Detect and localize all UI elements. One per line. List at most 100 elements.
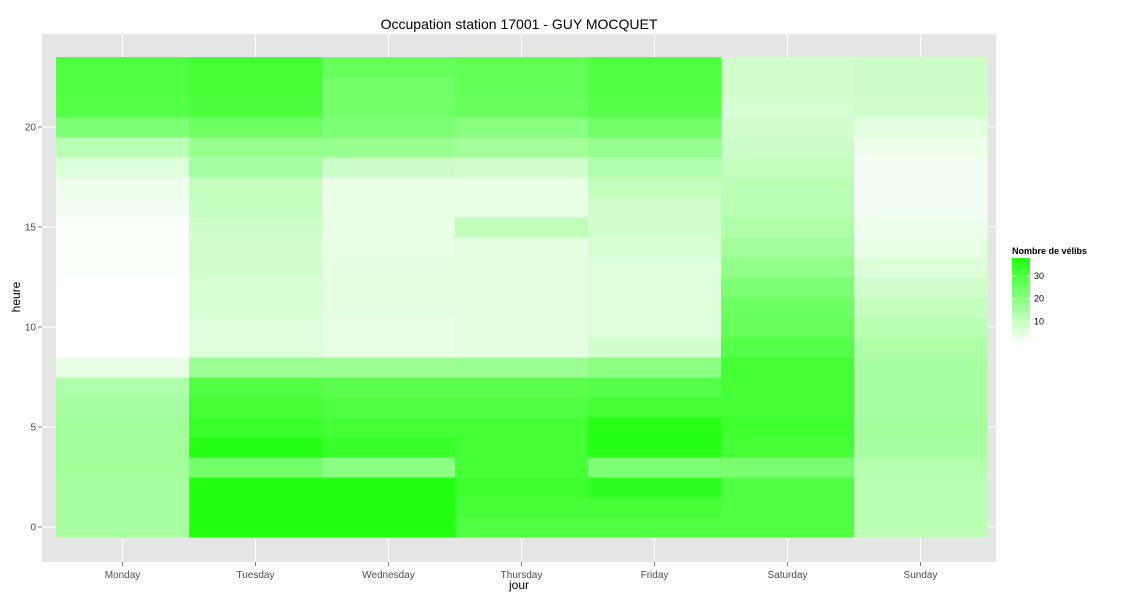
x-tick-label: Wednesday: [362, 570, 415, 581]
heatmap-cell: [56, 217, 190, 238]
heatmap-cell: [189, 297, 323, 318]
heatmap-cell: [455, 117, 589, 138]
legend-gradient-step: [1012, 290, 1030, 293]
heatmap-cell: [56, 377, 190, 398]
legend-tick-label: 30: [1034, 271, 1044, 281]
heatmap-cell: [322, 277, 456, 298]
heatmap-cell: [588, 337, 722, 358]
legend-gradient-step: [1012, 320, 1030, 324]
heatmap-cell: [721, 417, 855, 438]
heatmap-cell: [588, 477, 722, 498]
legend-gradient-step: [1012, 279, 1030, 283]
heatmap-cell: [721, 237, 855, 258]
heatmap-cell: [322, 477, 456, 498]
heatmap-cell: [56, 437, 190, 458]
heatmap-cell: [721, 477, 855, 498]
x-tick-label: Monday: [105, 570, 141, 581]
heatmap-cell: [455, 277, 589, 298]
legend-gradient-step: [1012, 296, 1030, 300]
heatmap-cell: [854, 377, 988, 398]
heatmap-cell: [588, 317, 722, 338]
heatmap-cell: [721, 397, 855, 418]
heatmap-cell: [189, 197, 323, 218]
heatmap-cell: [455, 257, 589, 278]
heatmap-cell: [189, 157, 323, 178]
heatmap-cell: [455, 297, 589, 318]
heatmap-cell: [189, 337, 323, 358]
heatmap-cell: [721, 177, 855, 198]
heatmap-cell: [854, 177, 988, 198]
heatmap-cell: [189, 477, 323, 498]
heatmap-cell: [56, 317, 190, 338]
heatmap-cell: [455, 237, 589, 258]
heatmap-cell: [455, 517, 589, 538]
heatmap-cell: [322, 417, 456, 438]
heatmap-cell: [721, 457, 855, 478]
heatmap-cell: [56, 177, 190, 198]
heatmap-cell: [854, 337, 988, 358]
heatmap-cell: [189, 277, 323, 298]
heatmap-cell: [455, 317, 589, 338]
heatmap-cell: [588, 397, 722, 418]
heatmap-cell: [455, 457, 589, 478]
heatmap-cell: [322, 157, 456, 178]
heatmap-cell: [588, 157, 722, 178]
heatmap-cell: [721, 377, 855, 398]
heatmap-cell: [189, 317, 323, 338]
y-axis-ticks: 0 5 10 15 20: [25, 123, 42, 534]
heatmap-cell: [189, 57, 323, 78]
x-tick-label: Sunday: [904, 570, 938, 581]
heatmap-cell: [588, 77, 722, 98]
heatmap-cell: [588, 57, 722, 78]
heatmap-cell: [322, 137, 456, 158]
heatmap-cell: [721, 97, 855, 118]
x-tick-label: Thursday: [501, 570, 543, 581]
heatmap-cell: [322, 297, 456, 318]
heatmap-cell: [322, 237, 456, 258]
heatmap-cell: [854, 277, 988, 298]
heatmap-cell: [588, 177, 722, 198]
legend-gradient-step: [1012, 288, 1030, 291]
color-legend: Nombre de vélibs 10 20 30: [1012, 246, 1087, 345]
legend-gradient-step: [1012, 311, 1030, 315]
legend-gradient-step: [1012, 260, 1030, 263]
heatmap-cell: [721, 57, 855, 78]
heatmap-cell: [854, 357, 988, 378]
heatmap-cell: [189, 97, 323, 118]
legend-gradient-step: [1012, 275, 1030, 278]
heatmap-cell: [588, 437, 722, 458]
heatmap-cell: [721, 257, 855, 278]
heatmap-cell: [322, 317, 456, 338]
heatmap-cell: [56, 397, 190, 418]
heatmap-cell: [189, 497, 323, 518]
heatmap-cell: [56, 417, 190, 438]
heatmap-cell: [56, 297, 190, 318]
legend-gradient-step: [1012, 305, 1030, 309]
heatmap-cell: [455, 397, 589, 418]
legend-gradient-step: [1012, 270, 1030, 274]
y-tick-label: 0: [30, 523, 36, 534]
heatmap-cell: [56, 237, 190, 258]
heatmap-cell: [322, 437, 456, 458]
heatmap-cell: [588, 237, 722, 258]
legend-gradient-step: [1012, 335, 1030, 339]
heatmap-cell: [189, 137, 323, 158]
legend-gradient-step: [1012, 281, 1030, 285]
heatmap-cell: [455, 497, 589, 518]
heatmap-cell: [189, 457, 323, 478]
heatmap-cell: [56, 77, 190, 98]
legend-gradient-step: [1012, 298, 1030, 302]
heatmap-cell: [455, 57, 589, 78]
heatmap-cell: [588, 457, 722, 478]
heatmap-cell: [854, 97, 988, 118]
heatmap-cell: [455, 177, 589, 198]
heatmap-cell: [189, 357, 323, 378]
heatmap-cell: [189, 177, 323, 198]
heatmap-cell: [189, 417, 323, 438]
heatmap-cell: [189, 437, 323, 458]
heatmap-cell: [854, 297, 988, 318]
x-tick-label: Tuesday: [237, 570, 275, 581]
legend-gradient-step: [1012, 322, 1030, 326]
heatmap-cell: [56, 357, 190, 378]
x-tick-label: Friday: [641, 570, 669, 581]
